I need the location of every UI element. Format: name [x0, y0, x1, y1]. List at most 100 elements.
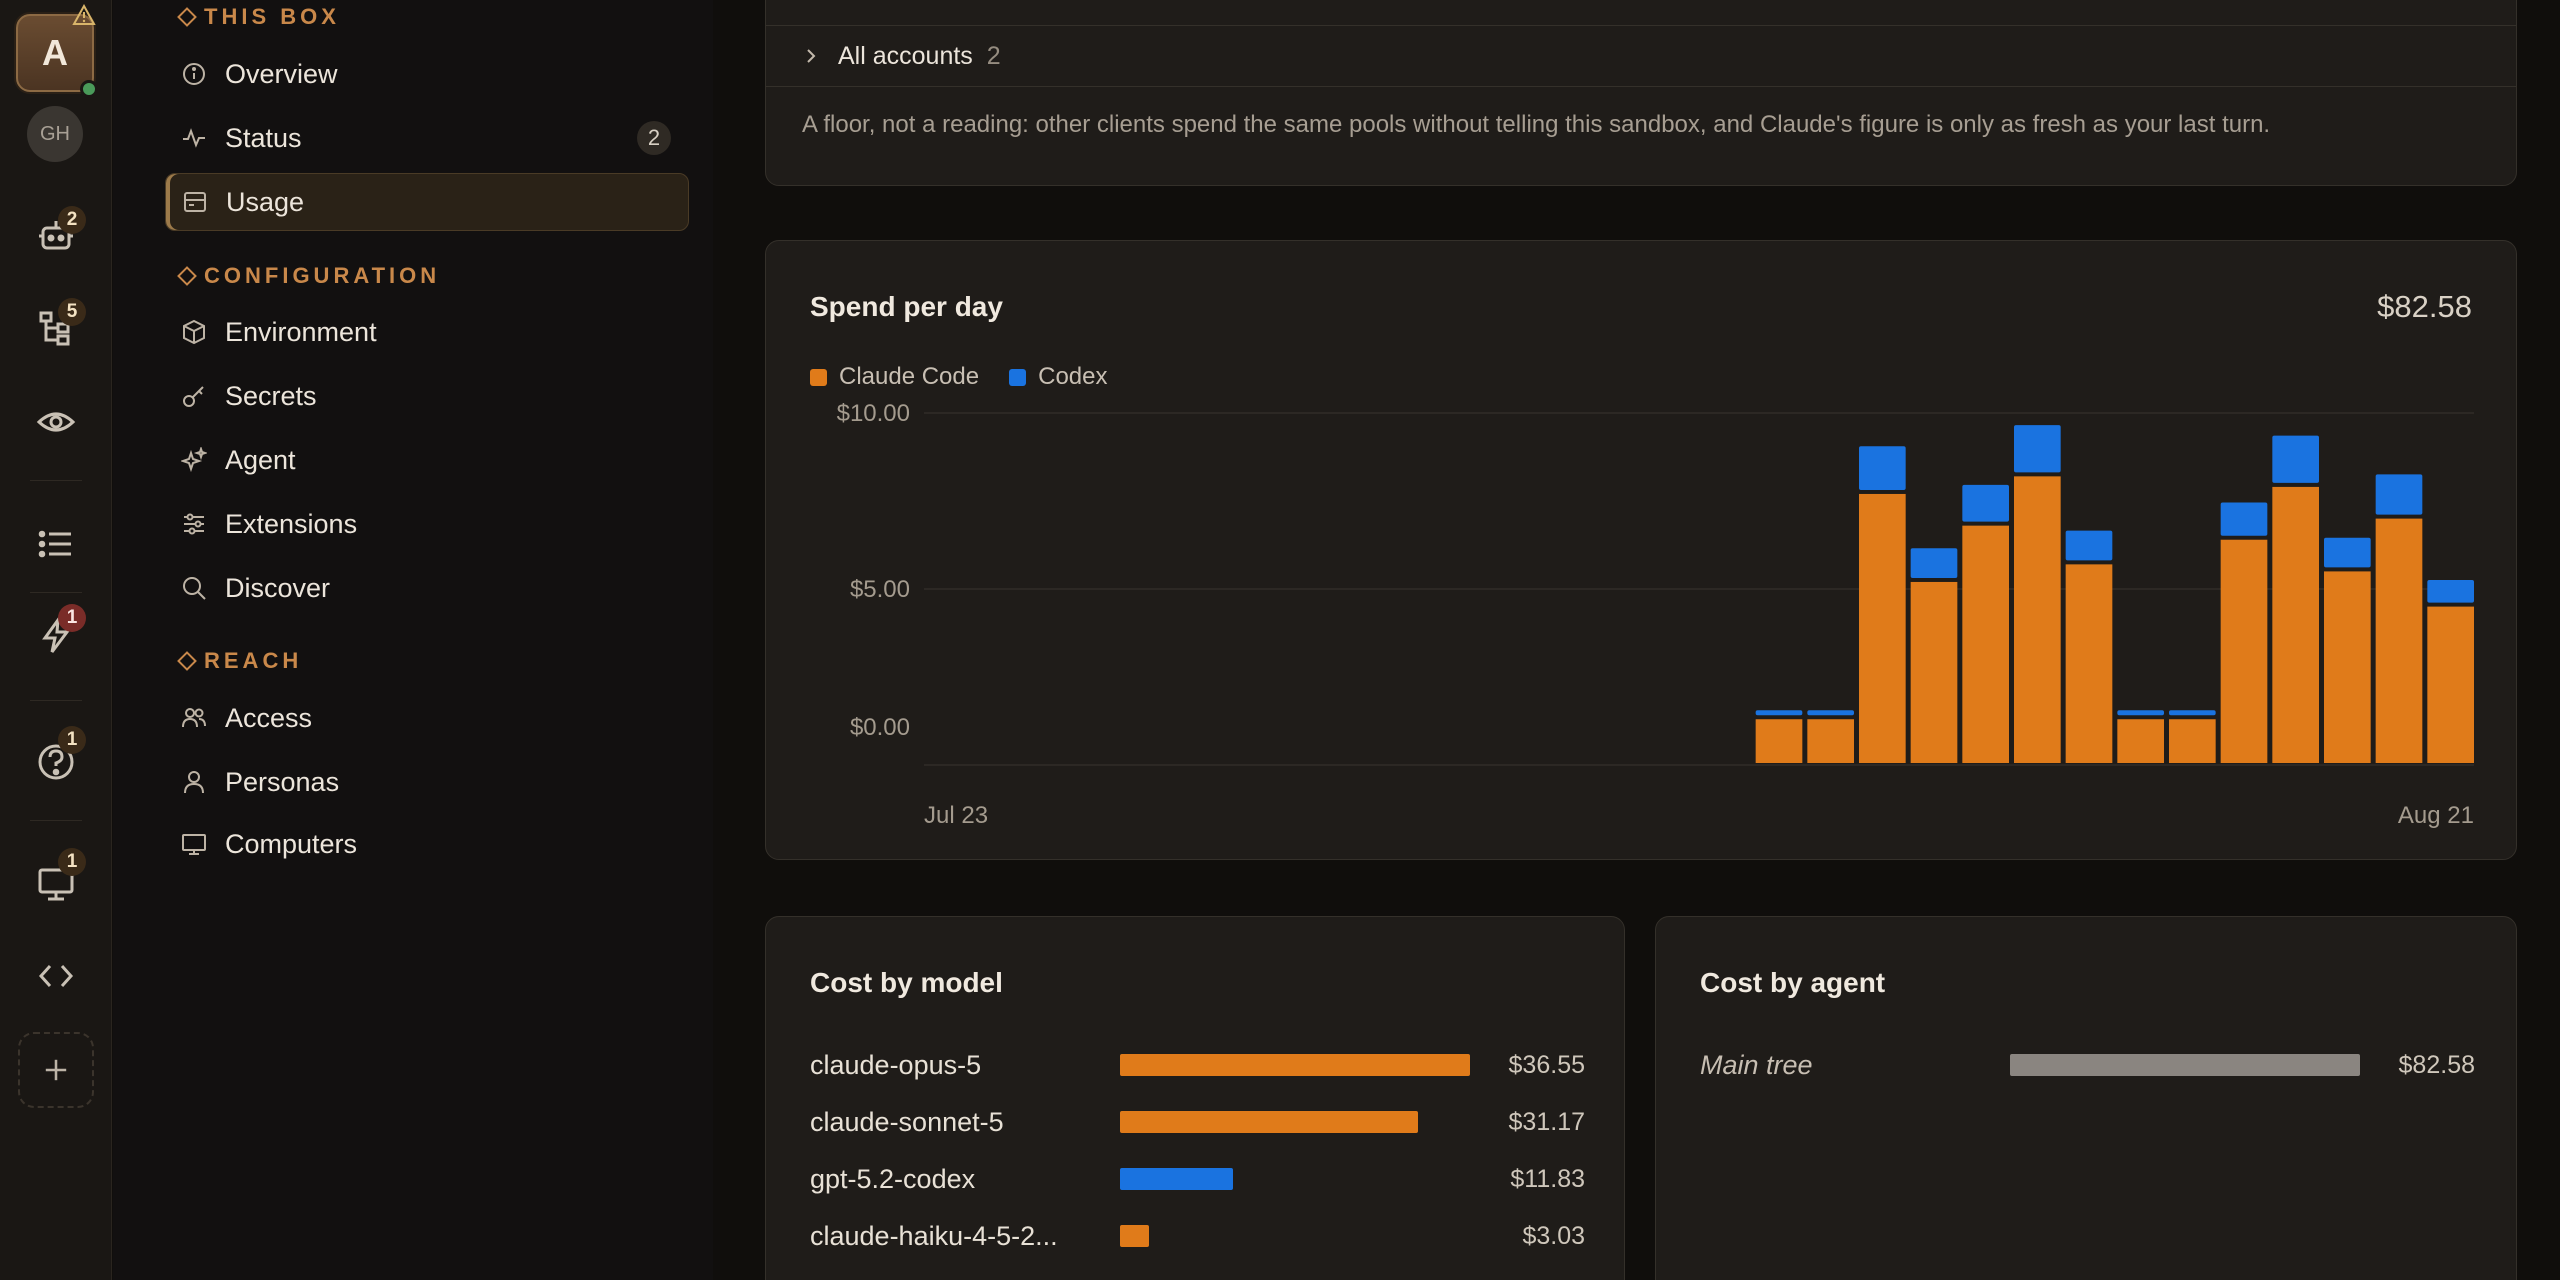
rail-divider: [30, 700, 82, 701]
nav-item-personas[interactable]: Personas: [165, 753, 689, 811]
workspace-avatar[interactable]: A: [16, 14, 94, 92]
cost-row: claude-haiku-4-5-2... $3.03: [810, 1216, 1585, 1256]
nav-item-label: Secrets: [225, 380, 317, 411]
nav-item-label: Extensions: [225, 508, 358, 539]
bar-codex[interactable]: [2117, 710, 2164, 716]
bar-claude-code[interactable]: [2220, 539, 2268, 763]
rail-help[interactable]: 1: [0, 726, 112, 798]
users-icon: [182, 708, 206, 728]
bar-claude-code[interactable]: [2427, 606, 2474, 763]
spend-per-day-card: Spend per day $82.58 Claude Code Codex $…: [765, 240, 2517, 860]
bar-claude-code[interactable]: [1962, 525, 2009, 763]
legend-label: Claude Code: [839, 363, 980, 390]
rail-computers[interactable]: 1: [0, 848, 112, 920]
x-tick-label: Aug 21: [2398, 802, 2474, 829]
nav-section-reach: REACH: [177, 648, 302, 674]
cost-row-value: $82.58: [2398, 1050, 2475, 1079]
nav-item-computers[interactable]: Computers: [165, 815, 689, 873]
rail-triggers[interactable]: 1: [0, 600, 112, 672]
bar-claude-code[interactable]: [2169, 719, 2216, 763]
bar-codex[interactable]: [2065, 530, 2113, 561]
bar-codex[interactable]: [1910, 548, 1958, 578]
nav-item-overview[interactable]: Overview: [165, 45, 689, 103]
nav-item-secrets[interactable]: Secrets: [165, 367, 689, 425]
nav-item-discover[interactable]: Discover: [165, 559, 689, 617]
cost-row: Main tree $82.58: [1700, 1045, 2475, 1085]
main-content: All accounts 2 A floor, not a reading: o…: [713, 0, 2560, 1280]
bar-codex[interactable]: [1859, 446, 1906, 490]
sliders-icon: [184, 513, 204, 535]
cost-bar-track: [1120, 1168, 1470, 1190]
usage-note: A floor, not a reading: other clients sp…: [802, 111, 2271, 138]
bar-codex[interactable]: [1962, 484, 2009, 522]
bar-claude-code[interactable]: [2272, 486, 2319, 763]
rail-divider: [30, 480, 82, 481]
nav-item-extensions[interactable]: Extensions: [165, 495, 689, 553]
spend-chart-title: Spend per day: [810, 291, 1003, 322]
tree-icon: [39, 311, 70, 346]
x-tick-label: Jul 23: [924, 802, 988, 829]
pulse-icon: [183, 128, 205, 148]
cost-by-agent-title: Cost by agent: [1700, 967, 1886, 998]
chevron-right-icon: [807, 49, 816, 63]
nav-section-configuration: CONFIGURATION: [177, 263, 440, 289]
nav-section-this-box: THIS BOX: [177, 4, 340, 30]
warning-icon: [72, 4, 96, 25]
spend-total: $82.58: [2377, 289, 2472, 324]
bar-claude-code[interactable]: [2375, 518, 2423, 763]
cost-by-model-card: Cost by model claude-opus-5 $36.55 claude-…: [765, 916, 1625, 1280]
cost-row-value: $36.55: [1508, 1050, 1585, 1079]
status-count-badge: 2: [637, 121, 671, 155]
bar-codex[interactable]: [2375, 474, 2423, 515]
rail-list[interactable]: [0, 508, 112, 580]
rail-watch[interactable]: [0, 386, 112, 458]
nav-item-status[interactable]: Status 2: [165, 109, 689, 167]
cost-by-model-title: Cost by model: [810, 967, 1003, 998]
all-accounts-row[interactable]: All accounts 2: [766, 25, 2516, 87]
bar-claude-code[interactable]: [1755, 719, 1803, 763]
bar-codex[interactable]: [1807, 710, 1854, 716]
agents-badge: 2: [58, 206, 86, 234]
bar-claude-code[interactable]: [1807, 719, 1854, 763]
nav-item-access[interactable]: Access: [165, 689, 689, 747]
bar-claude-code[interactable]: [2065, 564, 2113, 763]
bar-claude-code[interactable]: [2014, 476, 2061, 763]
bar-codex[interactable]: [2014, 425, 2061, 473]
nav-item-environment[interactable]: Environment: [165, 303, 689, 361]
rail-agents[interactable]: 2: [0, 200, 112, 272]
nav-item-label: Access: [225, 702, 313, 733]
spend-bar-chart: $10.00 $5.00 $0.00 Jul 23 Aug 21: [837, 400, 2474, 829]
bar-codex[interactable]: [2220, 502, 2268, 536]
y-tick-label: $5.00: [850, 576, 910, 603]
key-icon: [183, 386, 204, 407]
monitor-icon: [38, 868, 74, 901]
bar-codex[interactable]: [2427, 579, 2474, 603]
cost-row-name: gpt-5.2-codex: [810, 1163, 976, 1194]
legend-swatch: [1009, 368, 1027, 386]
cost-row: gpt-5.2-codex $11.83: [810, 1159, 1585, 1199]
add-button[interactable]: [18, 1032, 94, 1108]
bar-codex[interactable]: [1755, 710, 1803, 716]
bar-claude-code[interactable]: [2324, 571, 2371, 763]
rail-code[interactable]: [0, 940, 112, 1012]
legend-item-codex[interactable]: Codex: [1009, 363, 1107, 391]
bar-claude-code[interactable]: [1859, 493, 1906, 763]
bar-claude-code[interactable]: [1910, 581, 1958, 763]
bar-codex[interactable]: [2324, 537, 2371, 568]
nav-item-agent[interactable]: Agent: [165, 431, 689, 489]
eye-icon: [36, 412, 76, 432]
user-icon: [184, 771, 204, 794]
legend-item-claude-code[interactable]: Claude Code: [810, 363, 979, 391]
bar-claude-code[interactable]: [2117, 719, 2164, 763]
cost-bar: [1120, 1111, 1419, 1133]
cost-row-value: $3.03: [1522, 1221, 1585, 1250]
secondary-avatar[interactable]: GH: [27, 106, 83, 162]
code-icon: [38, 964, 74, 988]
bar-codex[interactable]: [2272, 435, 2319, 483]
tree-badge: 5: [58, 298, 86, 326]
accounts-card: All accounts 2 A floor, not a reading: o…: [765, 0, 2517, 186]
nav-item-usage[interactable]: Usage: [165, 173, 689, 231]
search-icon: [183, 577, 206, 600]
rail-tree[interactable]: 5: [0, 292, 112, 364]
bar-codex[interactable]: [2169, 710, 2216, 716]
